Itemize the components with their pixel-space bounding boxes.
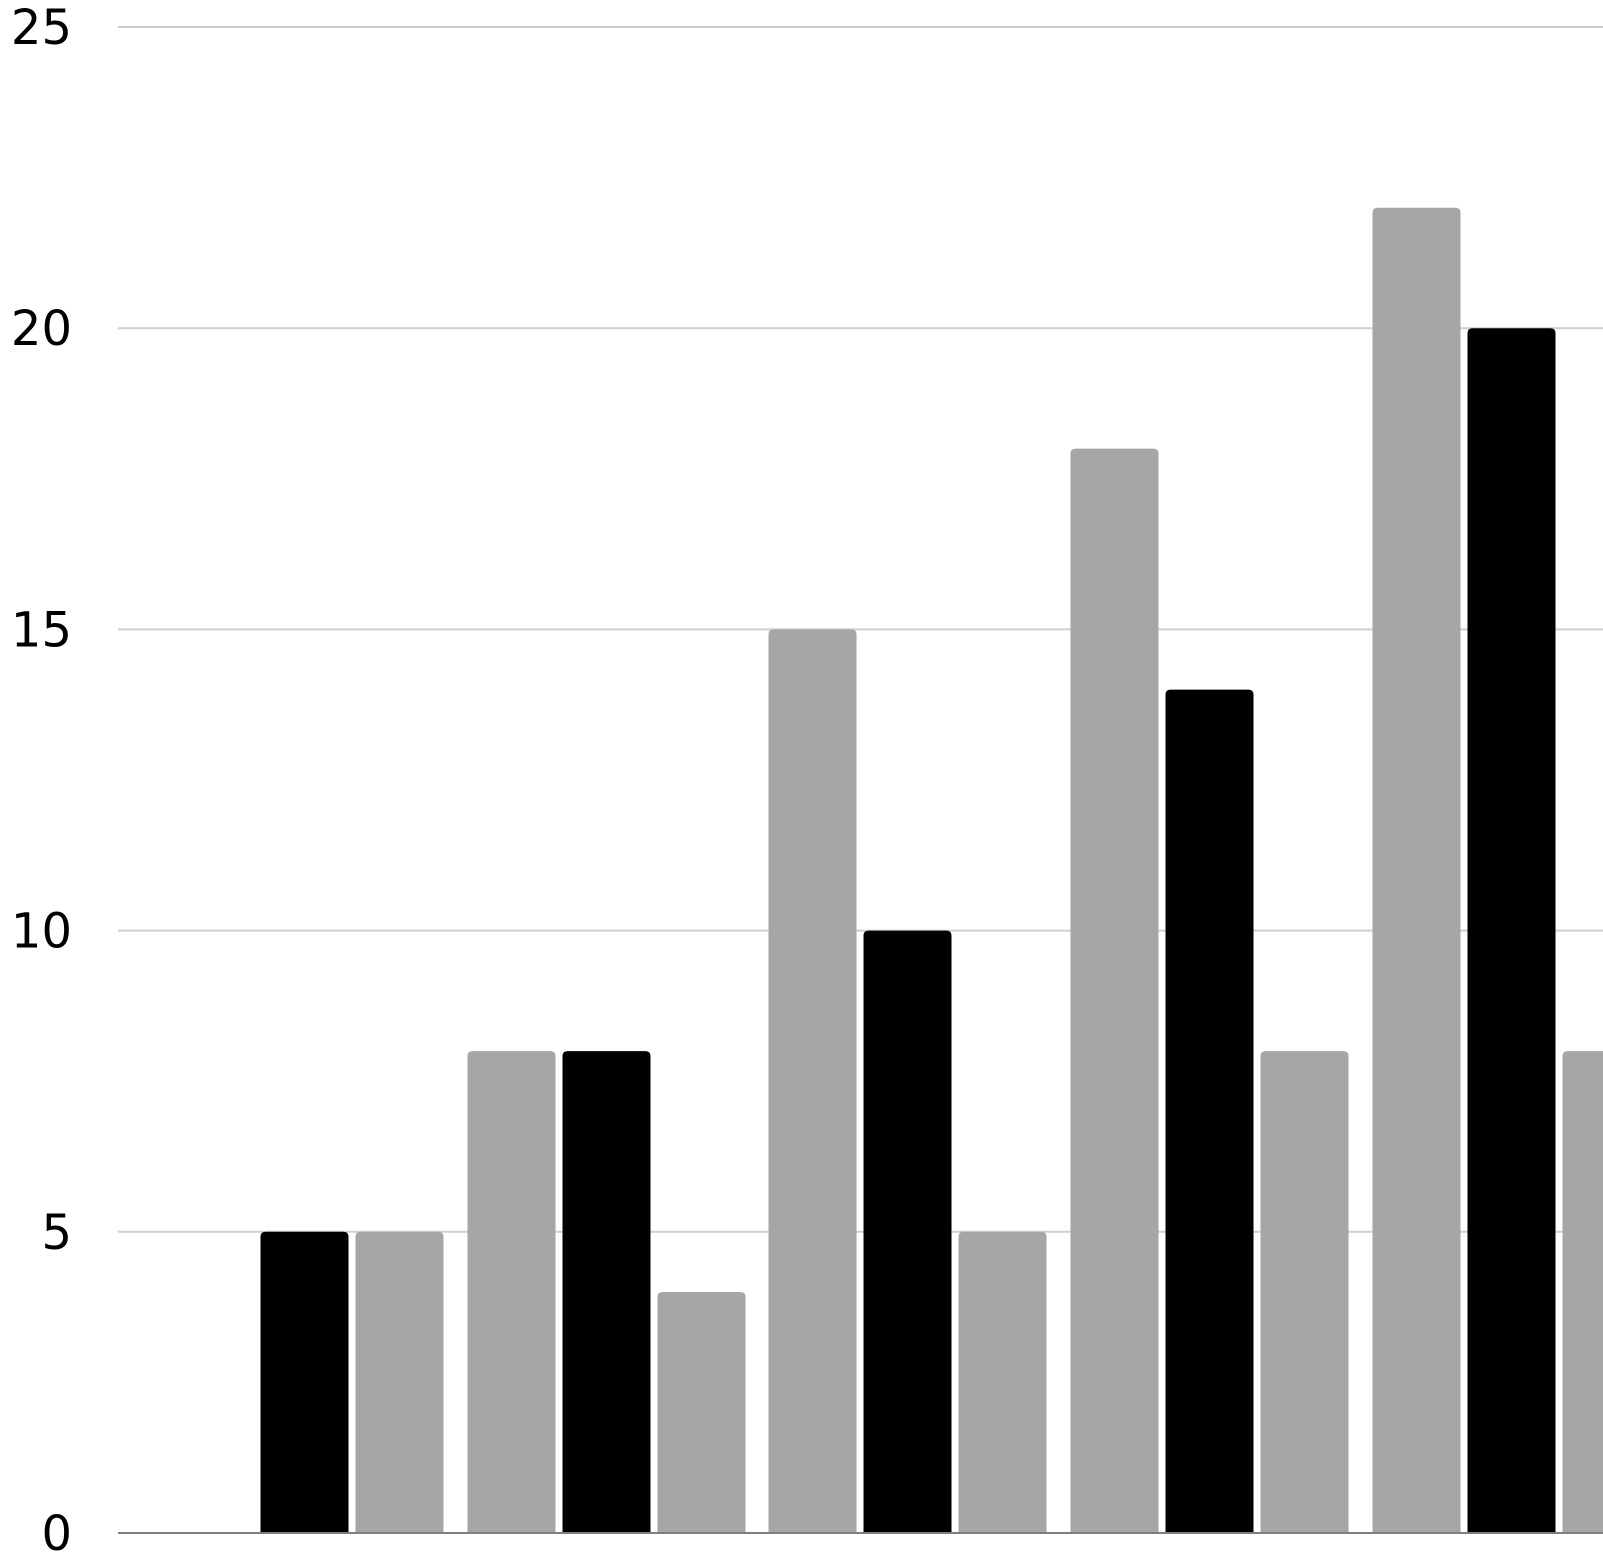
y-tick-label: 15 [11,602,72,658]
bar [260,1231,349,1533]
bar [1260,1051,1349,1533]
tick-labels: 0 5 10 15 20 25 [11,0,72,1561]
y-tick-label: 5 [41,1205,72,1261]
y-tick-label: 0 [41,1506,72,1561]
y-tick-label: 20 [11,301,72,357]
bar [863,930,952,1533]
y-tick-label: 10 [11,904,72,960]
y-tick-label: 25 [11,0,72,56]
gridlines [118,26,1603,1233]
bar [768,629,857,1533]
bar [1562,1051,1603,1533]
bar [657,1292,746,1533]
bar [1165,689,1254,1533]
bar [958,1231,1047,1533]
bars [260,207,1603,1534]
bar [467,1051,556,1533]
bar [1467,328,1556,1534]
bar [355,1231,444,1533]
bar [562,1051,651,1533]
bar [1372,207,1461,1534]
bar [1070,448,1159,1534]
